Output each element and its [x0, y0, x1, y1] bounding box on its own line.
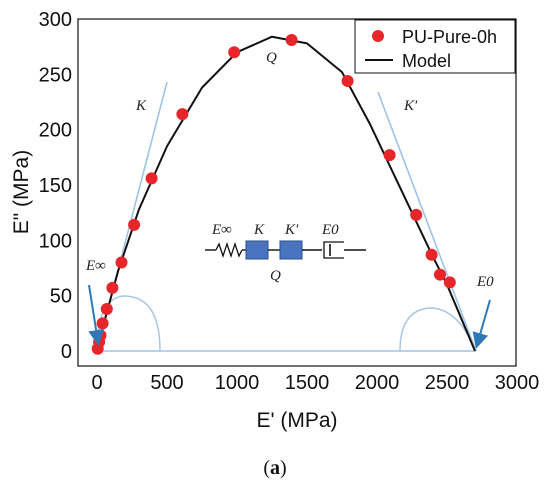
label-k: K	[135, 98, 147, 114]
circuit-label-e-0: E0	[321, 222, 339, 238]
y-tick-label: 250	[39, 64, 72, 86]
data-point	[228, 46, 241, 59]
plot-frame	[77, 18, 517, 367]
element-k-prime-box	[279, 240, 303, 260]
data-point	[145, 172, 158, 185]
data-point	[106, 281, 119, 294]
data-point	[96, 317, 109, 330]
x-tick-label: 2500	[425, 372, 470, 394]
label-e-0: E0	[476, 274, 494, 290]
legend-label-pu-pure: PU-Pure-0h	[402, 27, 497, 47]
caption-open-paren: (	[263, 457, 270, 479]
y-tick-label: 150	[39, 175, 72, 197]
data-point	[285, 34, 298, 47]
data-point	[383, 149, 396, 162]
y-tick-label: 0	[61, 341, 72, 363]
x-tick-label: 1500	[285, 372, 330, 394]
label-e-inf: E∞	[85, 258, 106, 274]
element-k-box	[245, 240, 269, 260]
legend-marker-pu-pure	[372, 30, 384, 42]
x-tick-label: 0	[91, 372, 102, 394]
model-line	[96, 35, 476, 352]
right-arc	[399, 307, 477, 352]
figure-caption: (a)	[263, 457, 286, 479]
dashpot-symbol	[323, 241, 344, 259]
label-q-top: Q	[266, 50, 277, 66]
legend-label-model: Model	[402, 51, 451, 71]
tangent-line-k-prime	[377, 91, 477, 352]
y-tick-label: 300	[39, 9, 72, 31]
circuit-label-k-prime: K′	[284, 222, 299, 238]
legend-box	[354, 19, 516, 74]
data-point	[341, 74, 354, 87]
circuit-label-k: K	[253, 222, 265, 238]
data-point	[410, 208, 423, 221]
x-axis-title: E' (MPa)	[256, 409, 337, 432]
arrow-e-inf	[88, 284, 105, 346]
data-point	[443, 276, 456, 289]
data-point	[434, 268, 446, 281]
spring-symbol	[215, 241, 243, 259]
model-line-group	[96, 35, 476, 352]
circuit-label-q: Q	[270, 268, 281, 284]
circuit-label-e-inf: E∞	[211, 222, 232, 238]
y-tick-label: 100	[39, 230, 72, 252]
x-tick-label: 3000	[495, 372, 540, 394]
data-point	[425, 248, 438, 261]
caption-close-paren: )	[280, 457, 287, 479]
tick-labels: 0 500 1000 1500 2000 2500 3000 0 50 100 150 200 250 3…	[39, 9, 540, 394]
data-point	[115, 256, 128, 269]
y-axis-title: E" (MPa)	[10, 150, 33, 234]
x-tick-label: 1000	[215, 372, 260, 394]
x-tick-label: 500	[150, 372, 183, 394]
y-tick-label: 50	[50, 286, 72, 308]
legend: PU-Pure-0h Model	[354, 19, 516, 74]
caption-letter: a	[270, 457, 280, 479]
data-point	[100, 302, 113, 315]
data-point	[176, 108, 189, 121]
arrow-e-0	[472, 299, 491, 349]
circuit-diagram: E∞ K K′ E0 Q	[205, 222, 366, 284]
y-tick-label: 200	[39, 120, 72, 142]
x-tick-label: 2000	[355, 372, 400, 394]
label-k-prime: K′	[403, 98, 418, 114]
data-point	[128, 218, 141, 231]
